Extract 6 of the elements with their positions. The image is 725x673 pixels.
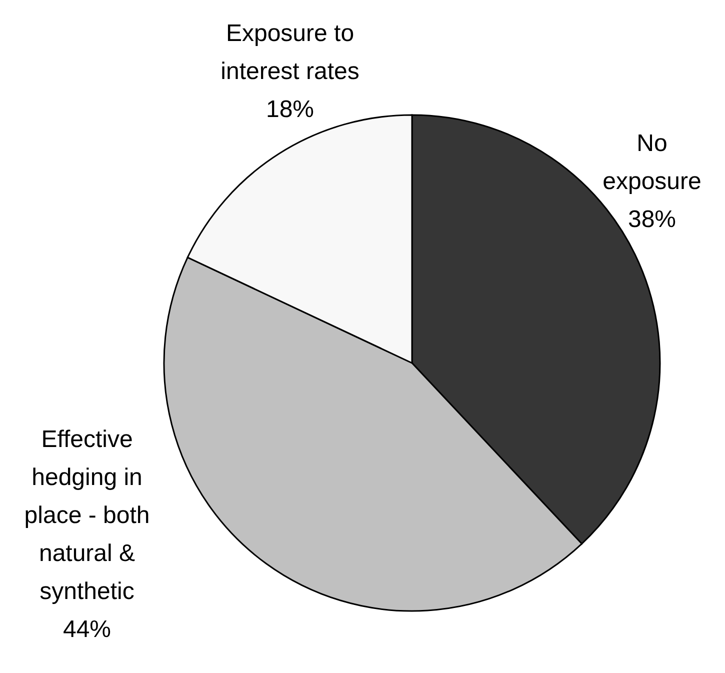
data-label: 38% xyxy=(628,206,676,233)
slice-label: Effective hedging in place - both natural & synthetic xyxy=(24,426,150,605)
slice-label: Exposure to interest rates xyxy=(220,20,360,85)
data-label: 18% xyxy=(266,96,314,123)
slice-label: No exposure xyxy=(602,130,702,195)
data-label: 44% xyxy=(62,616,112,643)
